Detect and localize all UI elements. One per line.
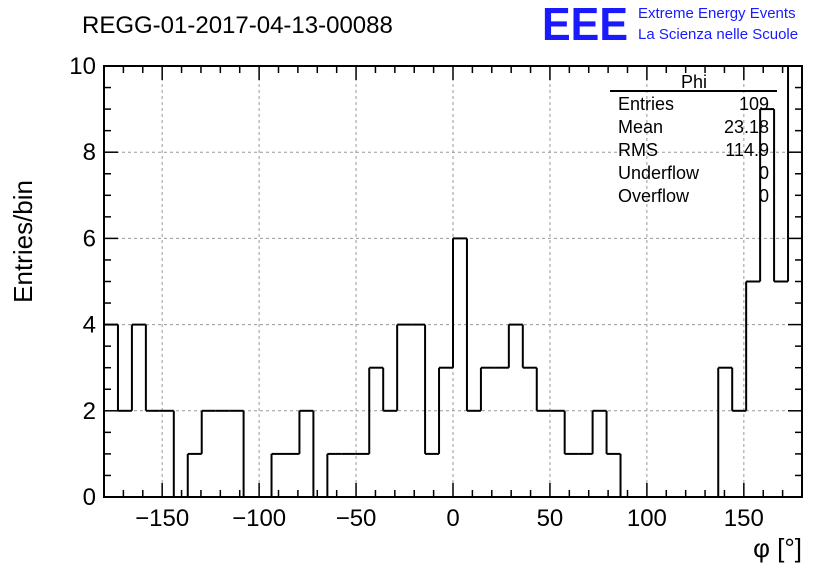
stats-value-rms: 114.9 (725, 140, 769, 160)
run-title: REGG-01-2017-04-13-00088 (82, 12, 393, 39)
histogram-bin (188, 454, 202, 497)
histogram-bin (355, 454, 369, 497)
x-tick-label: 150 (724, 505, 764, 532)
histogram-bin (537, 411, 551, 497)
x-tick-label: −150 (135, 505, 189, 532)
histogram-bin (467, 411, 481, 497)
histogram-bin (425, 454, 439, 497)
histogram-bin (216, 411, 230, 497)
stats-label-underflow: Underflow (618, 163, 700, 183)
stats-box: Phi Entries 109 Mean 23.18 RMS 114.9 Und… (610, 72, 777, 206)
y-tick-label: 10 (69, 53, 96, 80)
histogram-bin (746, 282, 760, 498)
histogram-bin (118, 411, 132, 497)
stats-value-overflow: 0 (759, 186, 769, 206)
histogram-bin (299, 411, 313, 497)
histogram-bin (341, 454, 355, 497)
y-tick-label: 6 (83, 225, 96, 252)
axis-ticks (104, 66, 802, 497)
histogram-bin (202, 411, 216, 497)
histogram-bin (369, 368, 383, 497)
x-axis-label: φ [°] (753, 533, 802, 563)
stats-label-overflow: Overflow (618, 186, 690, 206)
x-tick-label: 50 (537, 505, 564, 532)
stats-label-entries: Entries (618, 94, 674, 114)
stats-label-mean: Mean (618, 117, 663, 137)
y-tick-label: 0 (83, 484, 96, 511)
x-tick-label: 100 (627, 505, 667, 532)
eee-logo: EEE (542, 0, 628, 50)
histogram-bin (327, 454, 341, 497)
x-tick-label: 0 (446, 505, 459, 532)
tick-labels: −150 −100 −50 0 50 100 150 0 2 4 6 8 10 (69, 53, 764, 532)
histogram-bin (495, 368, 509, 497)
histogram-bin (439, 368, 453, 497)
histogram-bin (551, 411, 565, 497)
y-tick-label: 8 (83, 139, 96, 166)
histogram-bin (593, 411, 607, 497)
stats-value-entries: 109 (739, 94, 769, 114)
histogram-bin (774, 282, 788, 498)
stats-value-underflow: 0 (759, 163, 769, 183)
histogram-bin (565, 454, 579, 497)
histogram-bin (481, 368, 495, 497)
histogram-bin (718, 368, 732, 497)
histogram-bin (523, 368, 537, 497)
stats-label-rms: RMS (618, 140, 658, 160)
y-axis-label: Entries/bin (8, 180, 38, 303)
stats-value-mean: 23.18 (724, 117, 769, 137)
logo-line-1: Extreme Energy Events (638, 5, 796, 22)
y-tick-label: 4 (83, 312, 96, 339)
histogram-bin (579, 454, 593, 497)
histogram-bin (453, 238, 467, 497)
x-tick-label: −100 (232, 505, 286, 532)
x-tick-label: −50 (336, 505, 377, 532)
y-tick-label: 2 (83, 398, 96, 425)
stats-title: Phi (681, 72, 707, 92)
histogram-bin (230, 411, 244, 497)
histogram-bin (146, 411, 160, 497)
logo-line-2: La Scienza nelle Scuole (638, 26, 798, 43)
histogram-bin (383, 411, 397, 497)
